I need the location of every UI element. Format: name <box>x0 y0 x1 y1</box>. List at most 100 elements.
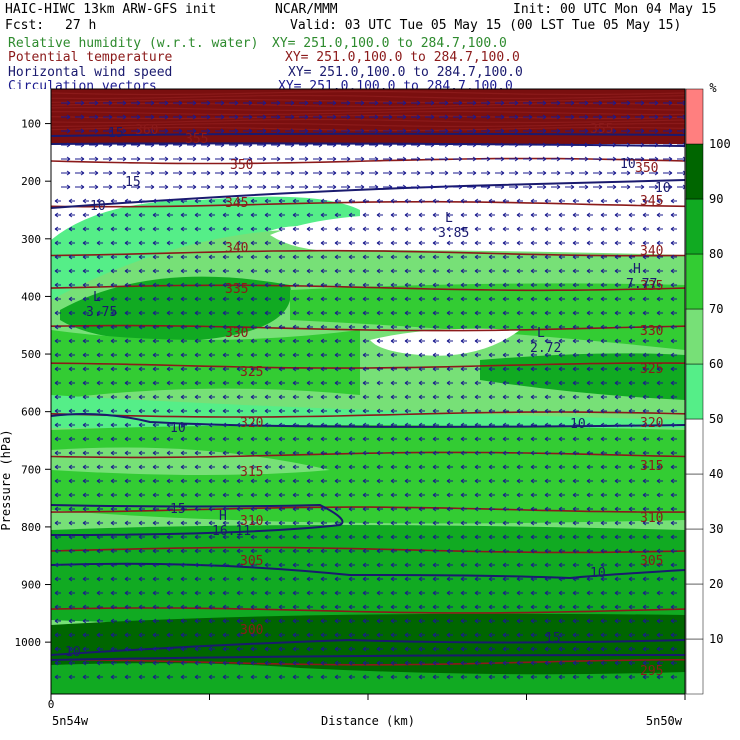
circulation-vector <box>404 380 411 386</box>
circulation-vector <box>502 604 509 610</box>
circulation-vector <box>600 548 607 554</box>
circulation-vector <box>68 436 75 442</box>
circulation-vector <box>341 156 351 162</box>
circulation-vector <box>152 436 159 442</box>
circulation-vector <box>278 366 285 372</box>
circulation-vector <box>250 380 257 386</box>
circulation-vector <box>222 380 229 386</box>
circulation-vector <box>670 268 677 274</box>
circulation-vector <box>341 142 351 148</box>
circulation-vector <box>670 534 677 540</box>
circulation-vector <box>446 478 453 484</box>
circulation-vector <box>68 632 75 638</box>
circulation-vector <box>264 450 271 456</box>
circulation-vector <box>656 254 663 260</box>
circulation-vector <box>488 562 495 568</box>
circulation-vector <box>670 282 677 288</box>
circulation-vector <box>474 534 481 540</box>
circulation-vector <box>320 408 327 414</box>
circulation-vector <box>586 422 593 428</box>
circulation-vector <box>544 646 551 652</box>
circulation-vector <box>222 212 229 218</box>
circulation-vector <box>600 254 607 260</box>
field-xy-vectors: XY= 251.0,100.0 to 284.7,100.0 <box>278 80 513 89</box>
circulation-vector <box>82 478 89 484</box>
circulation-vector <box>530 646 537 652</box>
circulation-vector <box>334 660 341 666</box>
circulation-vector <box>54 394 61 400</box>
circulation-vector <box>404 506 411 512</box>
circulation-vector <box>82 352 89 358</box>
circulation-vector <box>670 674 677 680</box>
circulation-vector <box>362 268 369 274</box>
circulation-vector <box>166 548 173 554</box>
circulation-vector <box>180 254 187 260</box>
circulation-vector <box>54 366 61 372</box>
circulation-vector <box>306 604 313 610</box>
circulation-vector <box>523 114 533 120</box>
circulation-vector <box>320 660 327 666</box>
circulation-vector <box>649 100 659 106</box>
circulation-vector <box>537 100 547 106</box>
colorbar-segment <box>685 198 704 255</box>
circulation-vector <box>390 226 397 232</box>
circulation-vector <box>614 492 621 498</box>
circulation-vector <box>460 212 467 218</box>
circulation-vector <box>208 198 215 204</box>
circulation-vector <box>502 534 509 540</box>
circulation-vector <box>572 674 579 680</box>
circulation-vector <box>96 492 103 498</box>
circulation-vector <box>488 324 495 330</box>
circulation-vector <box>292 408 299 414</box>
circulation-vector <box>117 184 127 190</box>
circulation-vector <box>390 534 397 540</box>
colorbar-segment <box>685 308 704 365</box>
circulation-vector <box>670 632 677 638</box>
circulation-vector <box>614 590 621 596</box>
circulation-vector <box>166 408 173 414</box>
circulation-vector <box>663 170 673 176</box>
wind-speed-label: 10 <box>655 181 671 196</box>
circulation-vector <box>257 142 267 148</box>
circulation-vector <box>432 310 439 316</box>
init-time: Init: 00 UTC Mon 04 May 15 <box>513 2 717 17</box>
circulation-vector <box>334 478 341 484</box>
circulation-vector <box>572 380 579 386</box>
circulation-vector <box>670 604 677 610</box>
circulation-vector <box>180 604 187 610</box>
circulation-vector <box>488 240 495 246</box>
circulation-vector <box>481 170 491 176</box>
circulation-vector <box>82 492 89 498</box>
circulation-vector <box>474 548 481 554</box>
circulation-vector <box>152 632 159 638</box>
circulation-vector <box>173 128 183 134</box>
y-tick-label: 600 <box>21 406 41 419</box>
circulation-vector <box>236 604 243 610</box>
circulation-vector <box>642 492 649 498</box>
circulation-vector <box>110 632 117 638</box>
circulation-vector <box>572 520 579 526</box>
wind-speed-contour <box>51 503 344 536</box>
theta-label: 315 <box>240 465 263 480</box>
circulation-vector <box>194 464 201 470</box>
circulation-vector <box>166 198 173 204</box>
circulation-vector <box>306 506 313 512</box>
circulation-vector <box>138 674 145 680</box>
circulation-vector <box>656 646 663 652</box>
circulation-vector <box>376 492 383 498</box>
circulation-vector <box>54 282 61 288</box>
circulation-vector <box>509 156 519 162</box>
circulation-vector <box>670 478 677 484</box>
circulation-vector <box>96 254 103 260</box>
circulation-vector <box>138 352 145 358</box>
circulation-vector <box>390 268 397 274</box>
circulation-vector <box>488 436 495 442</box>
circulation-vector <box>607 128 617 134</box>
circulation-vector <box>89 114 99 120</box>
circulation-vector <box>110 436 117 442</box>
circulation-vector <box>222 436 229 442</box>
circulation-vector <box>180 534 187 540</box>
circulation-vector <box>656 240 663 246</box>
circulation-vector <box>376 436 383 442</box>
circulation-vector <box>54 254 61 260</box>
